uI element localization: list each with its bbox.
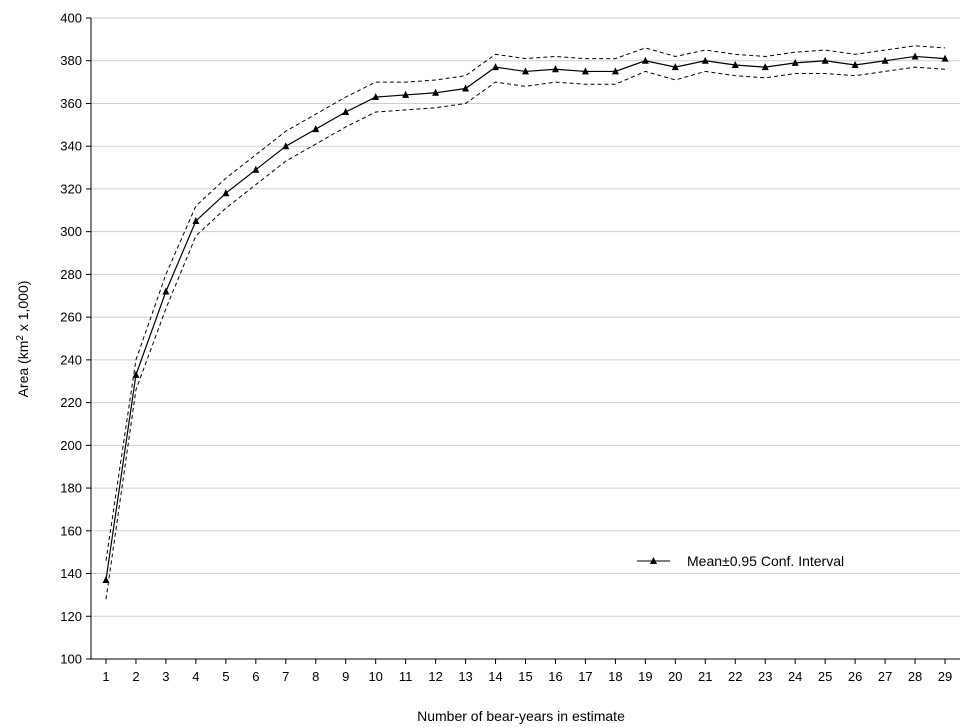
data-point-23 [761,63,769,71]
x-tick-label: 3 [162,669,169,684]
data-point-20 [671,63,679,71]
data-point-9 [342,108,350,116]
y-tick-label: 280 [60,267,82,282]
data-point-25 [821,56,829,64]
data-point-28 [911,52,919,60]
x-tick-label: 12 [428,669,442,684]
x-tick-label: 9 [342,669,349,684]
x-tick-label: 10 [368,669,382,684]
legend-marker-triangle [650,557,657,564]
y-tick-label: 220 [60,395,82,410]
x-tick-label: 20 [668,669,682,684]
x-tick-label: 22 [728,669,742,684]
x-tick-label: 14 [488,669,502,684]
y-tick-label: 180 [60,481,82,496]
x-axis-title: Number of bear-years in estimate [417,708,625,724]
x-tick-label: 24 [788,669,802,684]
data-point-22 [731,61,739,69]
x-tick-label: 17 [578,669,592,684]
x-tick-label: 1 [102,669,109,684]
x-tick-label: 28 [908,669,922,684]
y-tick-label: 200 [60,438,82,453]
y-tick-label: 120 [60,609,82,624]
x-tick-label: 15 [518,669,532,684]
y-tick-labels: 100 120 140 160 180 200 220 240 260 280 300 320 340 3… [60,11,82,667]
gridlines [91,17,960,617]
x-tick-label: 23 [758,669,772,684]
x-tick-label: 8 [312,669,319,684]
data-point-10 [372,93,380,101]
data-point-3 [162,287,170,295]
y-axis-title-superscript: 2 [15,335,26,341]
data-point-12 [432,88,440,96]
y-tick-label: 400 [60,11,82,26]
x-tick-label: 11 [399,669,413,684]
x-tick-label: 26 [848,669,862,684]
data-point-11 [402,90,410,98]
y-tick-label: 160 [60,523,82,538]
data-point-16 [551,65,559,73]
y-axis-title-suffix: x 1,000) [15,281,31,335]
data-point-7 [282,142,290,150]
data-point-26 [851,61,859,69]
x-tick-label: 27 [878,669,892,684]
x-tick-label: 13 [458,669,472,684]
data-point-29 [941,54,949,62]
y-tick-label: 240 [60,352,82,367]
y-tick-label: 100 [60,652,82,667]
data-point-13 [462,84,470,92]
x-tick-label: 18 [608,669,622,684]
y-tick-label: 360 [60,96,82,111]
data-point-27 [881,56,889,64]
x-tick-label: 16 [548,669,562,684]
x-tick-label: 5 [222,669,229,684]
axes [86,17,960,664]
x-tick-label: 4 [192,669,199,684]
data-point-14 [492,63,500,71]
y-tick-label: 320 [60,181,82,196]
legend: Mean±0.95 Conf. Interval [637,553,844,569]
y-axis-title: Area (km2 x 1,000) [15,281,32,398]
x-tick-label: 2 [132,669,139,684]
upper-ci-line [105,45,946,561]
data-point-2 [132,370,140,378]
data-point-1 [102,575,110,583]
x-tick-label: 25 [818,669,832,684]
x-tick-labels: 1 2 3 4 5 6 7 8 9 10 11 12 13 14 15 16 17 18 19 20 21 22 23 24 2… [102,669,952,684]
plot-area [102,45,949,600]
x-tick-label: 6 [252,669,259,684]
y-tick-label: 140 [60,566,82,581]
lower-ci-line [105,66,946,600]
data-point-8 [312,125,320,133]
data-point-6 [252,165,260,173]
x-tick-label: 29 [938,669,952,684]
y-axis-title-prefix: Area (km [15,341,31,398]
data-point-19 [641,56,649,64]
data-point-21 [701,56,709,64]
x-tick-label: 19 [638,669,652,684]
y-tick-label: 260 [60,310,82,325]
y-tick-label: 340 [60,139,82,154]
data-point-24 [791,58,799,66]
data-point-18 [611,67,619,75]
data-point-15 [522,67,529,75]
legend-label: Mean±0.95 Conf. Interval [687,553,844,569]
mean-line [105,55,946,581]
y-tick-label: 300 [60,224,82,239]
data-point-4 [192,216,200,224]
x-tick-label: 21 [698,669,712,684]
data-point-5 [222,189,230,197]
y-tick-label: 380 [60,53,82,68]
data-point-17 [581,67,589,75]
x-tick-label: 7 [282,669,289,684]
